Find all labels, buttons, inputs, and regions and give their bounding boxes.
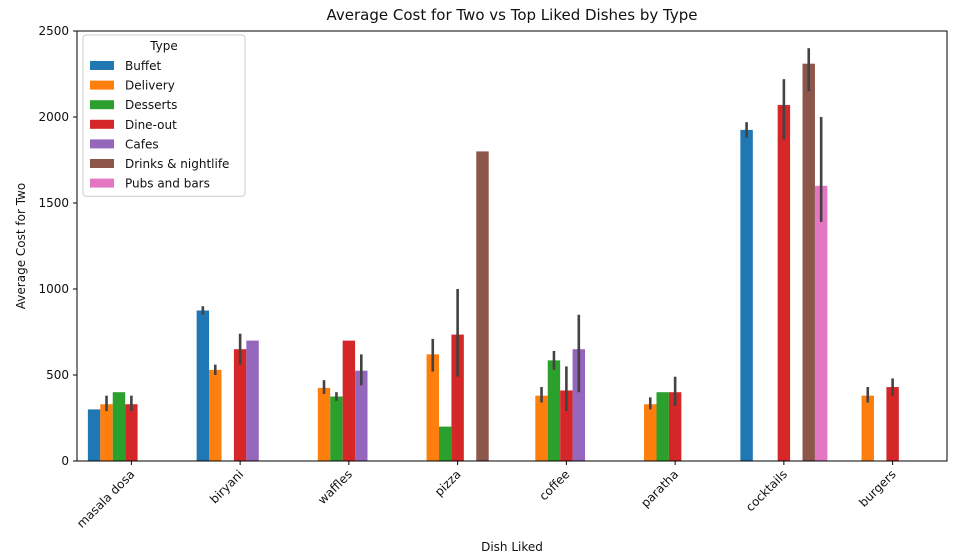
bar [740, 129, 753, 461]
bar [668, 392, 682, 461]
x-tick-label: biryani [207, 467, 246, 506]
x-tick-label: burgers [856, 467, 899, 510]
chart-title: Average Cost for Two vs Top Liked Dishes… [327, 6, 698, 24]
bar [777, 104, 791, 462]
bar [196, 310, 210, 461]
bar [560, 390, 573, 461]
y-tick-label: 1000 [38, 282, 69, 296]
bar [209, 369, 222, 461]
legend-entry: Pubs and bars [125, 177, 210, 191]
legend-swatch [90, 100, 114, 110]
bar [886, 387, 899, 461]
bar [100, 404, 113, 461]
bar [644, 404, 657, 461]
y-tick-label: 2500 [38, 24, 69, 38]
bar [547, 360, 561, 461]
x-tick-label: cocktails [743, 467, 790, 514]
legend-entry: Buffet [125, 59, 161, 73]
legend-swatch [90, 80, 114, 90]
bar [802, 63, 815, 462]
bar [656, 392, 669, 461]
legend-entry: Dine-out [125, 118, 177, 132]
y-tick-label: 0 [61, 454, 69, 468]
x-tick-label: masala dosa [74, 467, 137, 530]
bar [87, 409, 101, 461]
legend-swatch [90, 178, 114, 188]
legend-title: Type [149, 39, 178, 53]
y-tick-label: 1500 [38, 196, 69, 210]
x-tick-label: pizza [432, 467, 464, 499]
x-tick-label: coffee [536, 467, 572, 503]
bar [451, 334, 464, 461]
x-tick-label: waffles [315, 467, 355, 507]
bar [426, 354, 439, 461]
legend-swatch [90, 139, 114, 149]
legend: Type Buffet Delivery Desserts Dine-out Cafes D… [82, 34, 246, 197]
y-tick-label: 2000 [38, 110, 69, 124]
bar [330, 396, 343, 461]
bar [861, 395, 874, 461]
y-tick-label: 500 [46, 368, 69, 382]
x-axis-label: Dish Liked [481, 540, 543, 554]
plot-frame [76, 30, 948, 462]
y-axis-label: Average Cost for Two [14, 183, 28, 309]
bar [342, 340, 356, 461]
legend-entry: Delivery [125, 79, 175, 93]
bar [125, 404, 138, 461]
legend-entry: Desserts [125, 98, 177, 112]
legend-entry: Cafes [125, 137, 159, 151]
x-tick-label: paratha [638, 467, 681, 510]
bar [233, 349, 247, 461]
bar [317, 387, 331, 461]
bar [355, 370, 368, 461]
legend-entry: Drinks & nightlife [125, 157, 229, 171]
bar [112, 392, 126, 461]
bar [246, 340, 259, 461]
legend-swatch [90, 119, 114, 129]
bar [814, 185, 828, 462]
bar [535, 395, 548, 461]
bar [438, 426, 452, 461]
bar [476, 151, 489, 461]
legend-swatch [90, 159, 114, 168]
legend-box [82, 34, 246, 197]
legend-swatch [90, 61, 114, 70]
bar [572, 349, 586, 461]
